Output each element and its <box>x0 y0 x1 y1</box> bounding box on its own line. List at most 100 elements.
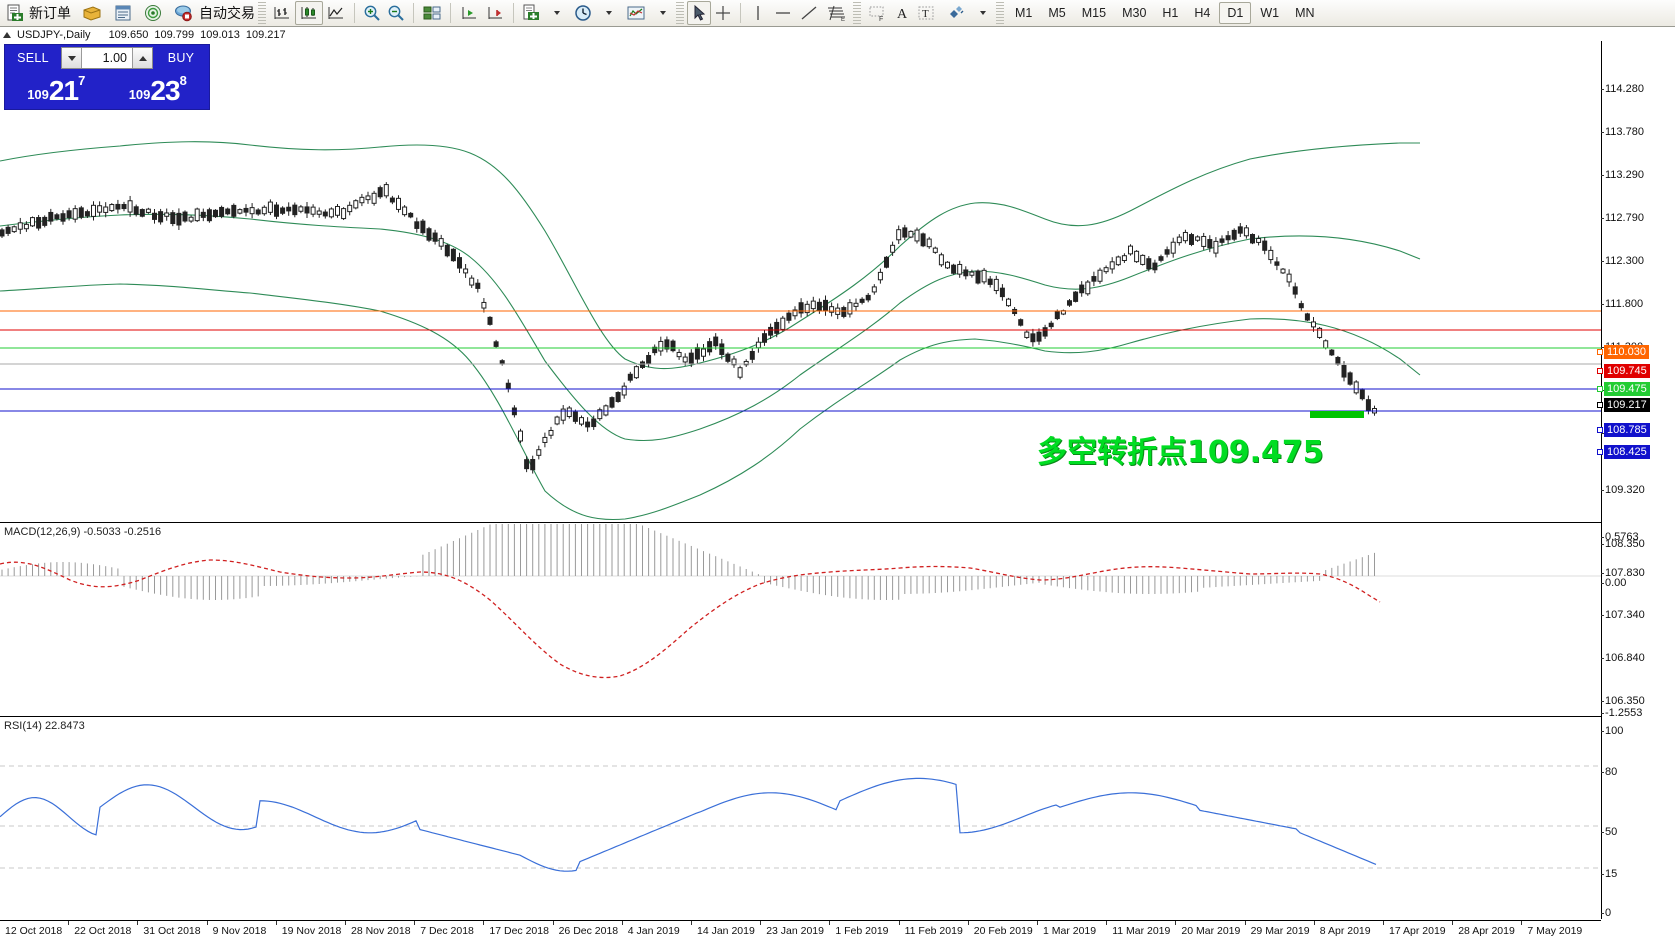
buy-price-points: 23 <box>150 75 180 106</box>
timeframe-h1[interactable]: H1 <box>1162 6 1179 20</box>
price-level-badge[interactable]: 110.030 <box>1604 345 1649 359</box>
objects-icon[interactable] <box>943 1 969 25</box>
buy-button[interactable]: BUY <box>167 51 195 65</box>
objects-dropdown-icon[interactable] <box>969 1 993 25</box>
price-chart-panel[interactable]: 多空转折点109.475 <box>0 41 1601 522</box>
horizontal-line-icon[interactable] <box>770 1 796 25</box>
toolbar-divider <box>513 3 514 23</box>
price-level-badge[interactable]: 109.475 <box>1604 382 1650 396</box>
rsi-tick: 80 <box>1600 766 1618 778</box>
fibonacci-icon[interactable]: E <box>822 1 850 25</box>
volume-value[interactable]: 1.00 <box>102 51 127 65</box>
new-order-icon[interactable] <box>3 1 27 25</box>
volume-decrease-button[interactable] <box>62 48 82 68</box>
sell-price-fraction: 7 <box>78 73 86 88</box>
volume-stepper[interactable]: 1.00 <box>61 47 153 69</box>
price-level-handle[interactable] <box>1597 349 1603 355</box>
buy-price-big: 109 <box>128 87 151 102</box>
date-axis[interactable]: 12 Oct 2018 22 Oct 2018 31 Oct 2018 9 Nov 2… <box>0 920 1601 947</box>
svg-text:A: A <box>897 7 908 22</box>
buy-price-display[interactable]: 109 23 8 <box>109 71 208 107</box>
date-tick: 31 Oct 2018 <box>137 921 201 937</box>
price-level-handle[interactable] <box>1597 449 1603 455</box>
timeframe-w1[interactable]: W1 <box>1260 6 1280 20</box>
tile-windows-icon[interactable] <box>419 1 445 25</box>
macd-panel-divider <box>0 522 1601 523</box>
timeframe-m5[interactable]: M5 <box>1048 6 1066 20</box>
cursor-icon[interactable] <box>687 1 711 25</box>
timeframe-m1[interactable]: M1 <box>1015 6 1033 20</box>
zoom-in-icon[interactable] <box>360 1 384 25</box>
price-level-handle[interactable] <box>1597 427 1603 433</box>
volume-increase-button[interactable] <box>132 48 152 68</box>
rsi-chart-svg <box>0 765 1601 872</box>
templates-dropdown-icon[interactable] <box>649 1 673 25</box>
periods-dropdown-icon[interactable] <box>595 1 619 25</box>
text-icon[interactable]: A <box>890 1 914 25</box>
zoom-out-icon[interactable] <box>384 1 408 25</box>
periods-icon[interactable] <box>571 1 595 25</box>
macd-panel[interactable]: MACD(12,26,9) -0.5033 -0.2516 <box>0 524 1601 716</box>
toolbar-divider <box>450 3 451 23</box>
date-tick: 12 Oct 2018 <box>5 925 63 937</box>
main-toolbar: 新订单 <box>0 0 1675 27</box>
date-tick: 28 Apr 2019 <box>1452 921 1515 937</box>
candle-chart-icon[interactable] <box>295 1 323 25</box>
price-level-badge[interactable]: 109.217 <box>1604 398 1650 412</box>
timeframe-mn[interactable]: MN <box>1295 6 1315 20</box>
price-level-badge[interactable]: 108.425 <box>1604 445 1650 459</box>
date-tick: 9 Nov 2018 <box>206 921 267 937</box>
shift-end-icon[interactable] <box>456 1 482 25</box>
timeframe-d1[interactable]: D1 <box>1219 2 1252 24</box>
rsi-panel[interactable]: RSI(14) 22.8473 <box>0 718 1601 919</box>
date-tick: 8 Apr 2019 <box>1313 921 1371 937</box>
templates-icon[interactable] <box>623 1 649 25</box>
symbol-low: 109.013 <box>200 28 240 41</box>
toolbar-divider <box>740 3 741 23</box>
price-level-handle[interactable] <box>1597 368 1603 374</box>
new-order-label[interactable]: 新订单 <box>29 5 71 21</box>
date-tick: 28 Nov 2018 <box>345 921 411 937</box>
macd-tick: 0.00 <box>1600 577 1627 589</box>
textbox-icon[interactable]: T <box>914 1 938 25</box>
buy-price-fraction: 8 <box>179 73 187 88</box>
date-tick: 1 Mar 2019 <box>1036 921 1097 937</box>
trendline-icon[interactable] <box>796 1 822 25</box>
crosshair-icon[interactable] <box>711 1 735 25</box>
rsi-label: RSI(14) 22.8473 <box>4 720 85 732</box>
signals-icon[interactable] <box>141 1 165 25</box>
auto-trading-icon[interactable] <box>171 1 197 25</box>
date-tick: 4 Jan 2019 <box>621 921 680 937</box>
timeframe-h4[interactable]: H4 <box>1194 6 1211 20</box>
auto-trading-label[interactable]: 自动交易 <box>199 5 255 21</box>
price-level-badge[interactable]: 109.745 <box>1604 364 1650 378</box>
collapse-icon[interactable] <box>3 31 11 38</box>
bar-chart-icon[interactable] <box>269 1 295 25</box>
indicators-dropdown-icon[interactable] <box>543 1 567 25</box>
rsi-tick: 15 <box>1600 868 1618 880</box>
auto-scroll-icon[interactable] <box>482 1 508 25</box>
symbol-open: 109.650 <box>108 28 149 41</box>
sell-price-display[interactable]: 109 21 7 <box>7 71 106 107</box>
rsi-tick: 50 <box>1600 826 1618 838</box>
toolbar-divider <box>354 3 355 23</box>
timeframe-m30[interactable]: M30 <box>1122 6 1147 20</box>
price-tick: 113.290 <box>1601 169 1644 181</box>
line-chart-icon[interactable] <box>323 1 349 25</box>
vertical-line-icon[interactable] <box>746 1 770 25</box>
price-axis[interactable]: 114.280 113.780 113.290 112.790 112.300 111.8… <box>1597 41 1675 919</box>
profile-icon[interactable] <box>79 1 105 25</box>
date-tick: 29 Mar 2019 <box>1244 921 1310 937</box>
data-window-icon[interactable] <box>111 1 135 25</box>
sell-button[interactable]: SELL <box>17 51 49 65</box>
price-level-handle[interactable] <box>1597 402 1603 408</box>
text-label-icon[interactable]: F <box>864 1 890 25</box>
indicators-icon[interactable] <box>519 1 543 25</box>
date-tick: 20 Mar 2019 <box>1175 921 1241 937</box>
timeframe-m15[interactable]: M15 <box>1081 6 1107 20</box>
one-click-trade-panel[interactable]: SELL 1.00 BUY 109 21 7 109 23 8 <box>4 44 210 110</box>
price-level-badge[interactable]: 108.785 <box>1604 423 1650 437</box>
price-level-handle[interactable] <box>1597 386 1603 392</box>
symbol-high: 109.799 <box>154 28 195 41</box>
date-tick: 7 May 2019 <box>1521 921 1583 937</box>
